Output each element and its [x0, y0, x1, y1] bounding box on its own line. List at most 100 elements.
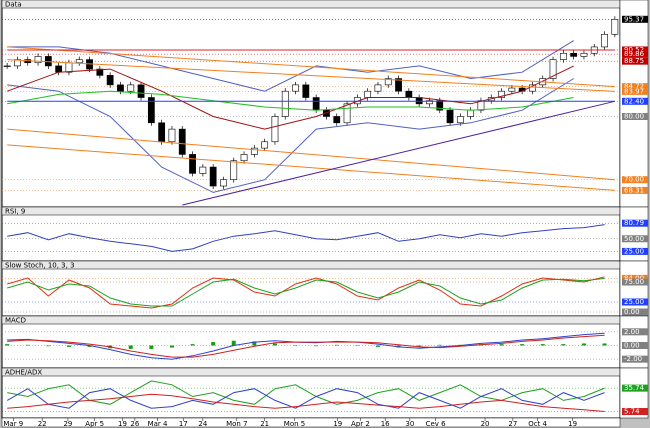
y-tick-label: 5.74 [624, 408, 640, 416]
candle [220, 179, 227, 187]
y-tick-label: 35.74 [624, 384, 645, 392]
panel-title-bar [1, 206, 621, 216]
x-tick-label: 21 [260, 420, 269, 428]
x-tick-label: 30 [405, 420, 414, 428]
histogram-bar [231, 340, 236, 346]
y-tick-label: 0.00 [624, 342, 640, 350]
histogram-bar [46, 345, 51, 347]
histogram-bar [355, 345, 360, 346]
y-tick-label-box [622, 186, 648, 194]
candle [199, 166, 207, 174]
y-tick-label: 25.00 [624, 247, 644, 255]
histogram-bar [66, 345, 71, 347]
histogram-bar [293, 345, 298, 346]
candle [292, 84, 299, 92]
y-tick-label: 2.00 [624, 328, 640, 336]
candle [549, 59, 557, 79]
candle [3, 65, 11, 68]
y-tick-label-box [622, 87, 648, 95]
y-tick-label: 68.31 [624, 186, 644, 194]
y-tick-label: 90.52 [624, 46, 644, 54]
x-tick-label: Mon 7 [226, 420, 247, 428]
x-tick-label: 24 [198, 420, 207, 428]
panel-title-bar [1, 367, 621, 377]
y-tick-label-box [622, 384, 648, 392]
panel-title: Data [5, 1, 22, 9]
y-tick-label: -2.00 [624, 355, 642, 363]
candle [343, 103, 351, 124]
candle [209, 166, 217, 187]
candle [127, 84, 135, 92]
candle [580, 52, 588, 57]
candle [189, 154, 196, 174]
candle [467, 109, 475, 117]
x-tick-label: Cev 6 [426, 420, 447, 428]
histogram-bar [375, 345, 380, 347]
x-tick-label: Mar 9 [3, 420, 23, 428]
x-tick-label: 22 [38, 420, 47, 428]
histogram-bar [87, 345, 92, 347]
y-tick-label: 83.97 [624, 87, 644, 95]
candle [446, 109, 454, 124]
candle [456, 116, 464, 124]
candle [230, 160, 238, 181]
panel-title-bar [1, 260, 621, 270]
candle [147, 97, 155, 124]
y-tick-label: 80.79 [624, 219, 644, 227]
histogram-bar [25, 344, 30, 346]
x-tick-label: Mar 4 [148, 420, 168, 428]
series-line [7, 393, 605, 412]
y-tick-label: 80.00 [624, 112, 644, 120]
histogram-bar [602, 343, 607, 346]
x-axis-bar [1, 417, 621, 428]
histogram-bar [169, 345, 174, 348]
y-tick-label: 50.00 [624, 235, 644, 243]
candle [323, 109, 330, 117]
x-tick-label: 27 [508, 420, 517, 428]
series-line [7, 380, 605, 405]
histogram-bar [334, 344, 339, 346]
candle [250, 147, 258, 155]
y-tick-label: 75.00 [624, 278, 644, 286]
series-line [7, 224, 605, 252]
candle [240, 154, 248, 162]
candle [405, 90, 413, 98]
y-tick-label-box [622, 278, 648, 286]
histogram-bar [540, 344, 545, 346]
y-tick-label-box [622, 83, 648, 91]
y-tick-label-box [622, 176, 648, 184]
histogram-bar [149, 345, 154, 349]
x-tick-label: 19 [568, 420, 577, 428]
candle [426, 100, 433, 105]
y-tick-label: 88.75 [624, 57, 644, 65]
candle [137, 84, 145, 98]
y-tick-label-box [622, 112, 648, 120]
histogram-bar [561, 344, 566, 346]
series-line [7, 334, 605, 358]
series-line [6, 388, 605, 409]
panel-title: Slow Stoch, 10, 3, 3 [5, 262, 75, 270]
histogram-bar [211, 342, 216, 346]
series-line [7, 78, 574, 193]
histogram-bar [499, 344, 504, 346]
candle [178, 128, 186, 155]
x-tick-label: 29 [63, 420, 72, 428]
candle [611, 19, 619, 35]
candle [395, 78, 402, 92]
y-tick-label-box [622, 342, 648, 349]
x-tick-label: 17 [179, 420, 188, 428]
y-tick-label: 82.40 [624, 97, 644, 105]
y-tick-label-box [622, 57, 648, 65]
y-tick-label-box [622, 15, 648, 23]
y-tick-label-box [622, 408, 648, 416]
y-tick-label: 95.37 [624, 15, 644, 23]
series-line [182, 100, 616, 206]
histogram-bar [417, 345, 422, 347]
candle [158, 122, 166, 143]
x-tick-label: 19 [333, 420, 342, 428]
candle [75, 59, 83, 64]
candle [117, 84, 124, 92]
candle [302, 84, 310, 98]
series-line [7, 59, 615, 92]
